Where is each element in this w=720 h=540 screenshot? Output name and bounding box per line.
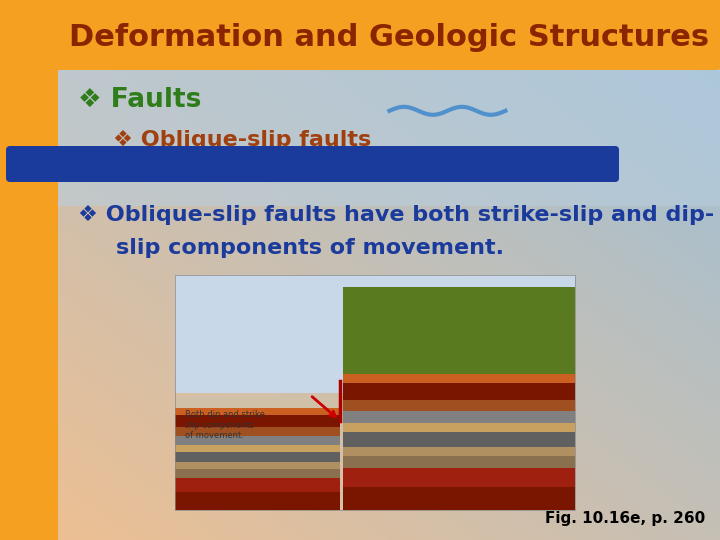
Bar — [175, 275, 575, 510]
Bar — [175, 275, 575, 393]
Bar — [175, 396, 340, 408]
Text: ❖ Oblique-slip faults: ❖ Oblique-slip faults — [113, 130, 372, 150]
Bar — [343, 487, 575, 510]
Bar — [343, 468, 575, 487]
Bar — [343, 383, 575, 400]
Text: Both dip and strike
slip components
of movement.: Both dip and strike slip components of m… — [185, 410, 265, 440]
Bar — [175, 462, 340, 469]
Bar — [175, 445, 340, 452]
Bar — [175, 436, 340, 445]
Bar — [343, 411, 575, 423]
Bar — [343, 423, 575, 433]
FancyBboxPatch shape — [50, 64, 720, 206]
Text: Fig. 10.16e, p. 260: Fig. 10.16e, p. 260 — [545, 511, 705, 526]
Bar — [343, 447, 575, 456]
Bar — [343, 287, 575, 374]
Bar — [175, 427, 340, 436]
FancyBboxPatch shape — [6, 146, 619, 182]
Text: slip components of movement.: slip components of movement. — [116, 238, 504, 258]
Text: Deformation and Geologic Structures: Deformation and Geologic Structures — [68, 23, 709, 51]
Bar — [175, 478, 340, 492]
Text: ❖ Oblique-slip faults have both strike-slip and dip-: ❖ Oblique-slip faults have both strike-s… — [78, 205, 714, 225]
Bar — [0, 62, 58, 540]
Bar — [343, 456, 575, 468]
Bar — [175, 492, 340, 510]
Bar — [175, 452, 340, 462]
Text: ❖ Faults: ❖ Faults — [78, 87, 202, 113]
FancyBboxPatch shape — [0, 0, 720, 70]
Bar — [175, 415, 340, 427]
Bar — [343, 374, 575, 383]
Bar — [175, 408, 340, 415]
Bar — [343, 433, 575, 447]
Bar — [343, 400, 575, 411]
Bar — [175, 469, 340, 478]
